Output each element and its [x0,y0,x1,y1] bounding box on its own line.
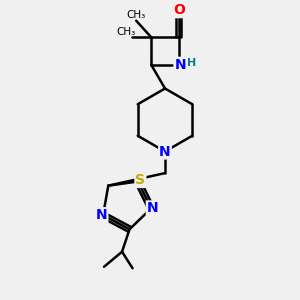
Text: N: N [147,201,158,215]
Text: N: N [175,58,186,72]
Text: O: O [173,3,185,17]
Text: N: N [159,145,171,158]
Text: CH₃: CH₃ [117,27,136,37]
Text: H: H [187,58,196,68]
Text: CH₃: CH₃ [126,10,145,20]
Text: N: N [96,208,107,222]
Text: S: S [135,173,146,187]
